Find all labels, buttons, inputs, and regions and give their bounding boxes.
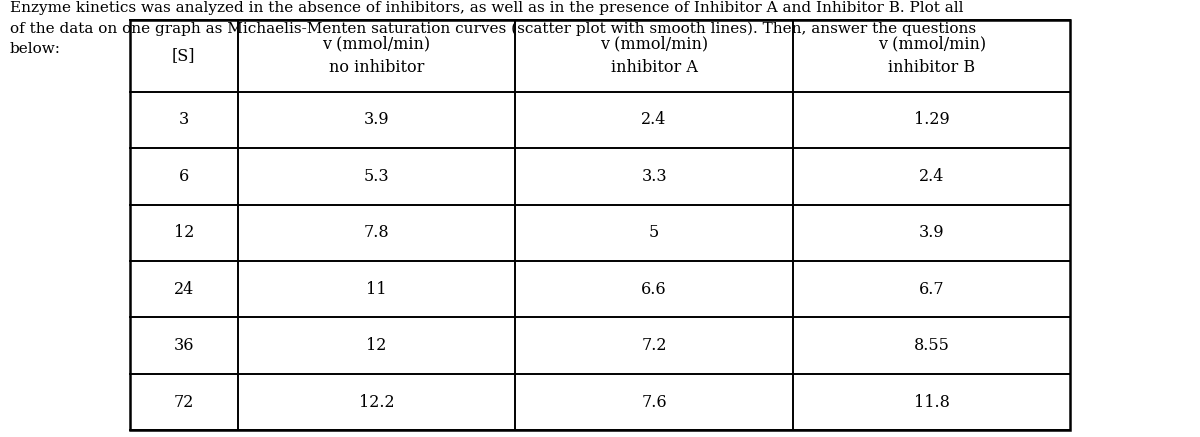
Text: 6.7: 6.7 — [919, 281, 944, 298]
Text: 3.3: 3.3 — [641, 168, 667, 185]
Text: 2.4: 2.4 — [919, 168, 944, 185]
Text: 36: 36 — [174, 337, 194, 354]
Text: 11: 11 — [366, 281, 386, 298]
Text: 7.8: 7.8 — [364, 224, 389, 241]
Text: 5.3: 5.3 — [364, 168, 389, 185]
Text: 12: 12 — [174, 224, 194, 241]
Text: 11.8: 11.8 — [913, 394, 949, 411]
Text: 7.6: 7.6 — [641, 394, 667, 411]
Text: 12.2: 12.2 — [359, 394, 395, 411]
Text: 12: 12 — [366, 337, 386, 354]
Text: 24: 24 — [174, 281, 194, 298]
Text: 3.9: 3.9 — [364, 111, 389, 128]
Text: 6: 6 — [179, 168, 188, 185]
Text: [S]: [S] — [172, 47, 196, 64]
Text: v (mmol/min)
inhibitor A: v (mmol/min) inhibitor A — [600, 36, 708, 76]
Text: 6.6: 6.6 — [641, 281, 667, 298]
Text: 3: 3 — [179, 111, 188, 128]
Text: 7.2: 7.2 — [641, 337, 667, 354]
Text: v (mmol/min)
no inhibitor: v (mmol/min) no inhibitor — [323, 36, 431, 76]
Text: 8.55: 8.55 — [913, 337, 949, 354]
Text: 1.29: 1.29 — [913, 111, 949, 128]
Text: Enzyme kinetics was analyzed in the absence of inhibitors, as well as in the pre: Enzyme kinetics was analyzed in the abse… — [10, 1, 976, 55]
Text: v (mmol/min)
inhibitor B: v (mmol/min) inhibitor B — [877, 36, 985, 76]
Text: 72: 72 — [174, 394, 194, 411]
Bar — [130, 20, 1070, 430]
Text: 2.4: 2.4 — [642, 111, 667, 128]
Text: 5: 5 — [649, 224, 659, 241]
Text: 3.9: 3.9 — [919, 224, 944, 241]
